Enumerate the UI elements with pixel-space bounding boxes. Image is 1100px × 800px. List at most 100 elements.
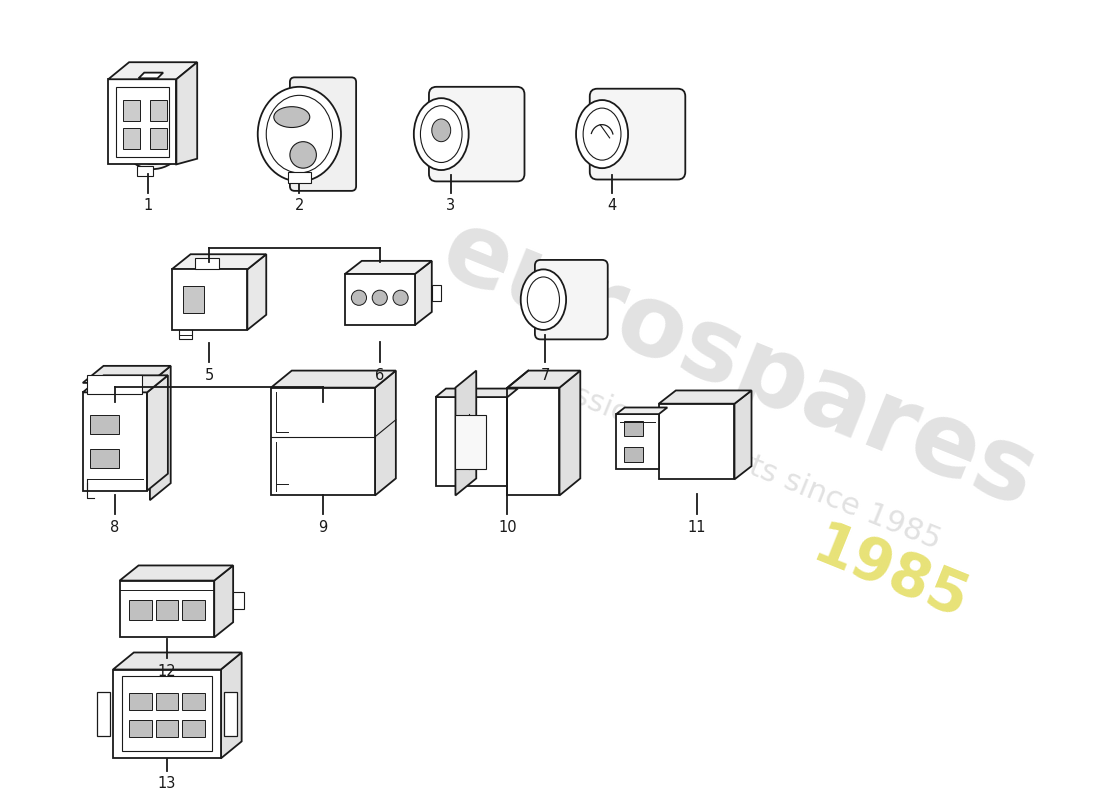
Polygon shape [97,692,110,736]
Polygon shape [172,254,266,270]
Ellipse shape [583,108,621,160]
Polygon shape [271,388,375,495]
Polygon shape [624,447,642,462]
Polygon shape [120,566,233,581]
Ellipse shape [420,106,462,162]
Ellipse shape [520,270,566,330]
FancyBboxPatch shape [535,260,607,339]
Polygon shape [155,693,178,710]
Polygon shape [616,407,668,414]
Polygon shape [123,100,141,121]
Ellipse shape [266,95,332,173]
Circle shape [393,290,408,306]
Polygon shape [136,166,153,176]
FancyBboxPatch shape [429,87,525,182]
Ellipse shape [257,87,341,182]
Polygon shape [507,370,581,388]
Polygon shape [248,254,266,330]
Text: 1: 1 [143,198,153,214]
Polygon shape [659,390,751,404]
Polygon shape [129,720,152,737]
Polygon shape [129,693,152,710]
Ellipse shape [121,89,185,164]
Polygon shape [82,375,168,392]
Polygon shape [150,129,167,150]
Text: 12: 12 [157,664,176,679]
Bar [122,676,212,751]
Bar [455,415,486,469]
Polygon shape [344,261,432,274]
Ellipse shape [414,98,469,170]
Polygon shape [123,129,141,150]
Polygon shape [90,449,119,468]
Polygon shape [113,670,221,758]
Text: 5: 5 [205,368,214,382]
Ellipse shape [576,100,628,168]
Polygon shape [139,73,163,78]
Polygon shape [155,599,178,620]
Polygon shape [147,375,168,490]
Polygon shape [271,370,396,388]
Polygon shape [116,87,168,157]
FancyBboxPatch shape [590,89,685,179]
Polygon shape [120,581,214,638]
Polygon shape [183,720,205,737]
Polygon shape [223,692,236,736]
Polygon shape [82,366,170,383]
Polygon shape [432,286,441,301]
Text: 9: 9 [318,520,328,535]
Polygon shape [560,370,581,495]
Polygon shape [344,274,415,325]
Polygon shape [183,599,205,620]
Text: 8: 8 [110,520,120,535]
Text: 10: 10 [498,520,517,535]
Polygon shape [214,566,233,638]
Text: 3: 3 [447,198,455,214]
Text: 7: 7 [540,368,550,382]
Polygon shape [455,370,476,495]
Text: 4: 4 [607,198,616,214]
Bar [288,172,310,183]
Ellipse shape [274,106,310,127]
Text: eurospares: eurospares [428,202,1050,530]
Polygon shape [108,62,197,79]
Polygon shape [415,261,432,325]
Text: 6: 6 [375,368,384,382]
Polygon shape [90,415,119,434]
Ellipse shape [527,277,560,322]
Polygon shape [624,421,642,436]
FancyBboxPatch shape [290,78,356,191]
Polygon shape [616,414,659,469]
Polygon shape [155,720,178,737]
Ellipse shape [116,84,189,169]
Text: 2: 2 [295,198,304,214]
Circle shape [372,290,387,306]
Polygon shape [108,79,176,164]
Polygon shape [113,653,242,670]
Polygon shape [183,693,205,710]
Polygon shape [735,390,751,479]
Polygon shape [172,270,248,330]
Polygon shape [436,389,518,397]
Polygon shape [150,100,167,121]
Polygon shape [436,397,507,486]
Polygon shape [507,388,560,495]
Text: passion for parts since 1985: passion for parts since 1985 [534,366,945,555]
Polygon shape [295,82,351,186]
Polygon shape [375,370,396,495]
Ellipse shape [290,142,317,168]
Polygon shape [659,404,735,479]
Polygon shape [221,653,242,758]
Polygon shape [150,366,170,500]
Polygon shape [82,392,147,490]
Polygon shape [233,592,244,609]
Text: 11: 11 [688,520,706,535]
Ellipse shape [432,119,451,142]
Text: 13: 13 [157,776,176,791]
Text: 1985: 1985 [804,517,977,631]
Polygon shape [183,286,204,313]
Polygon shape [176,62,197,164]
Polygon shape [129,599,152,620]
Circle shape [351,290,366,306]
Polygon shape [88,375,142,394]
